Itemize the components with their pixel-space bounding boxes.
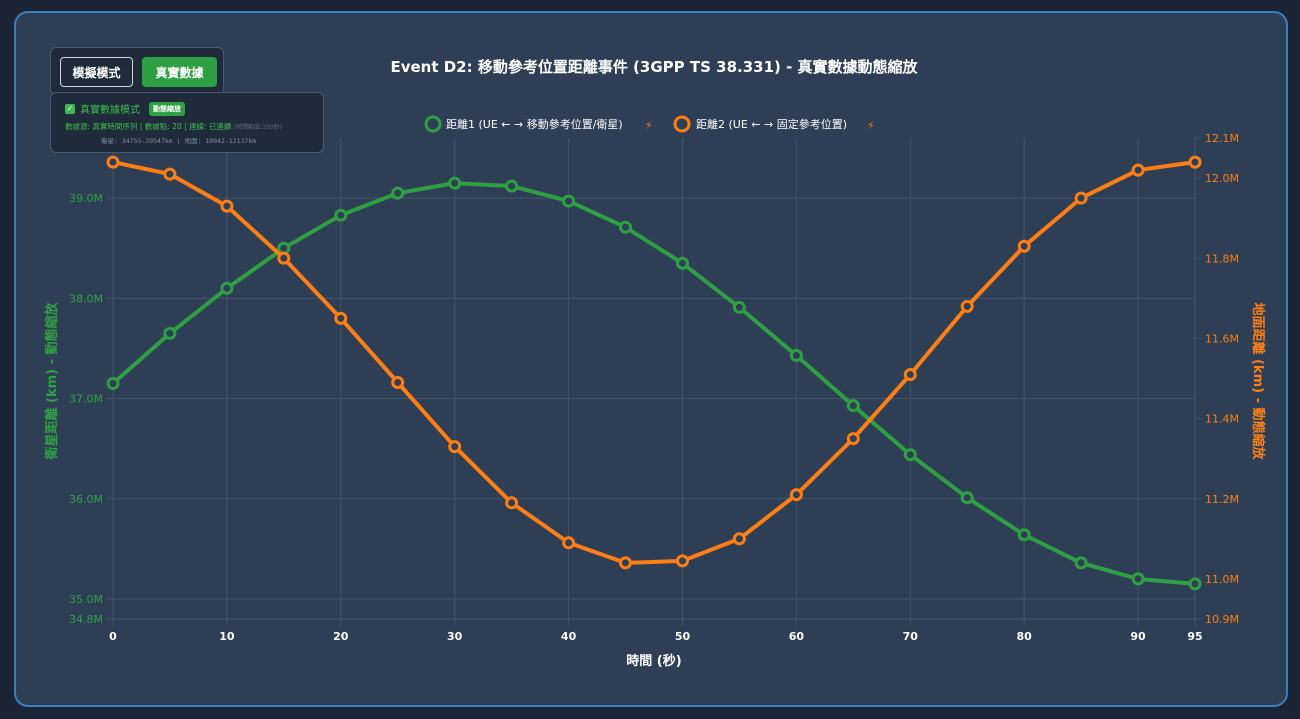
y-left-tick-label: 35.0M bbox=[69, 593, 103, 606]
data-point-distance1 bbox=[619, 220, 632, 234]
y-left-tick-label: 36.0M bbox=[69, 493, 103, 506]
x-tick-label: 90 bbox=[1130, 630, 1146, 643]
y-right-tick-label: 11.4M bbox=[1205, 413, 1239, 426]
data-point-distance1 bbox=[676, 256, 689, 270]
real-data-checkbox-label: 真實數據模式 bbox=[80, 105, 140, 116]
data-point-distance2 bbox=[1188, 155, 1202, 169]
time-range-note: (時間範圍:100秒) bbox=[233, 124, 282, 131]
y-left-axis-label: 衛星距離 (km) - 動態縮放 bbox=[44, 301, 60, 460]
data-point-distance1 bbox=[903, 448, 917, 462]
x-tick-label: 10 bbox=[219, 630, 235, 643]
real-data-checkbox[interactable]: ✓ bbox=[65, 103, 75, 114]
data-point-distance1 bbox=[846, 399, 860, 413]
legend[interactable]: 距離1 (UE ← → 移動參考位置/衛星) ⚡ 距離2 (UE ← → 固定參… bbox=[424, 115, 875, 133]
data-point-distance2 bbox=[846, 432, 860, 446]
chart-title: Event D2: 移動參考位置距離事件 (3GPP TS 38.331) - … bbox=[390, 58, 918, 76]
lightning-icon: ⚡ bbox=[645, 119, 653, 132]
real-data-info-panel: ✓ 真實數據模式 動態縮放 數據源: 真實時間序列 | 數據點: 20 | 連線… bbox=[50, 92, 324, 153]
series-line-distance2 bbox=[112, 160, 1196, 565]
legend-swatch-distance2 bbox=[673, 115, 691, 133]
data-point-distance2 bbox=[1017, 239, 1031, 253]
y-right-tick-label: 10.9M bbox=[1205, 613, 1239, 626]
distance-range-text: 衛星: 34755-39547km | 地面: 10942-12137km bbox=[101, 137, 257, 145]
data-point-distance1 bbox=[960, 491, 974, 505]
data-point-distance1 bbox=[1131, 572, 1145, 586]
data-point-distance1 bbox=[789, 349, 803, 362]
y-right-tick-label: 12.0M bbox=[1205, 172, 1239, 185]
real-data-mode-button[interactable]: 真實數據 bbox=[142, 57, 217, 87]
data-point-distance2 bbox=[789, 488, 803, 502]
legend-item-distance2[interactable]: 距離2 (UE ← → 固定參考位置) ⚡ bbox=[673, 115, 875, 133]
x-axis-ticks: 0 10 20 30 40 50 60 70 80 90 95 bbox=[109, 630, 1202, 643]
data-point-distance2 bbox=[220, 199, 234, 213]
data-point-distance2 bbox=[903, 368, 917, 381]
x-tick-label: 60 bbox=[789, 630, 805, 643]
x-tick-label: 30 bbox=[447, 630, 463, 643]
data-point-distance1 bbox=[448, 176, 462, 190]
y-left-tick-label: 38.0M bbox=[69, 292, 103, 305]
data-point-distance1 bbox=[1074, 556, 1088, 570]
x-tick-label: 70 bbox=[903, 630, 919, 643]
dynamic-scaling-badge: 動態縮放 bbox=[149, 101, 185, 116]
d2-event-chart: Event D2: 移動參考位置距離事件 (3GPP TS 38.331) - … bbox=[44, 58, 1266, 669]
legend-label-distance2: 距離2 (UE ← → 固定參考位置) bbox=[696, 117, 847, 131]
y-right-tick-label: 12.1M bbox=[1205, 132, 1239, 145]
x-tick-label: 0 bbox=[109, 630, 117, 643]
mode-switch: 模擬模式 真實數據 bbox=[50, 47, 224, 95]
y-right-tick-label: 11.0M bbox=[1205, 573, 1239, 586]
y-right-tick-label: 11.8M bbox=[1205, 252, 1239, 265]
data-point-distance2 bbox=[1074, 191, 1088, 205]
y-left-axis-ticks: 34.8M 35.0M 36.0M 37.0M 38.0M 39.0M bbox=[69, 192, 103, 626]
data-point-distance2 bbox=[106, 155, 120, 169]
data-point-distance1 bbox=[391, 186, 405, 200]
series-layer bbox=[106, 155, 1202, 591]
legend-swatch-distance1 bbox=[424, 115, 442, 133]
data-point-distance1 bbox=[163, 326, 177, 340]
data-point-distance2 bbox=[505, 496, 519, 510]
lightning-icon: ⚡ bbox=[867, 119, 875, 132]
data-point-distance1 bbox=[732, 300, 746, 314]
data-point-distance1 bbox=[106, 377, 120, 390]
data-point-distance1 bbox=[562, 194, 576, 208]
data-point-distance2 bbox=[163, 167, 177, 181]
y-right-tick-label: 11.6M bbox=[1205, 332, 1239, 345]
data-point-distance2 bbox=[562, 536, 576, 550]
data-point-distance1 bbox=[1188, 577, 1202, 591]
y-right-axis-ticks: 10.9M 11.0M 11.2M 11.4M 11.6M 11.8M 12.0M 12.1M bbox=[1205, 132, 1239, 626]
x-tick-label: 95 bbox=[1187, 630, 1202, 643]
data-point-distance1 bbox=[1017, 528, 1031, 542]
legend-label-distance1: 距離1 (UE ← → 移動參考位置/衛星) bbox=[446, 117, 623, 131]
x-tick-label: 80 bbox=[1017, 630, 1033, 643]
data-point-distance2 bbox=[960, 299, 974, 313]
data-point-distance2 bbox=[448, 440, 462, 454]
y-left-tick-label: 37.0M bbox=[69, 393, 103, 406]
data-point-distance1 bbox=[505, 179, 519, 193]
y-left-tick-label: 39.0M bbox=[69, 192, 103, 205]
data-point-distance2 bbox=[391, 376, 405, 389]
data-point-distance2 bbox=[277, 251, 291, 265]
x-tick-label: 20 bbox=[333, 630, 349, 643]
data-source-text: 數據源: 真實時間序列 | 數據點: 20 | 連線: 已連續 bbox=[65, 122, 232, 131]
data-point-distance2 bbox=[732, 532, 746, 546]
y-right-tick-label: 11.2M bbox=[1205, 493, 1239, 506]
x-axis-label: 時間 (秒) bbox=[626, 653, 681, 669]
data-point-distance2 bbox=[334, 311, 348, 325]
data-point-distance1 bbox=[334, 208, 348, 222]
series-line-distance1 bbox=[111, 181, 1196, 586]
data-point-distance1 bbox=[220, 281, 234, 295]
x-tick-label: 40 bbox=[561, 630, 577, 643]
legend-item-distance1[interactable]: 距離1 (UE ← → 移動參考位置/衛星) ⚡ bbox=[424, 115, 653, 133]
data-point-distance2 bbox=[676, 554, 689, 568]
y-right-axis-label: 地面距離 (km) - 動態縮放 bbox=[1250, 302, 1266, 460]
data-point-distance2 bbox=[1131, 163, 1145, 177]
data-point-distance2 bbox=[619, 556, 632, 570]
y-left-tick-label: 34.8M bbox=[69, 613, 103, 626]
x-tick-label: 50 bbox=[675, 630, 691, 643]
grid bbox=[107, 137, 1201, 625]
simulation-mode-button[interactable]: 模擬模式 bbox=[60, 57, 133, 87]
